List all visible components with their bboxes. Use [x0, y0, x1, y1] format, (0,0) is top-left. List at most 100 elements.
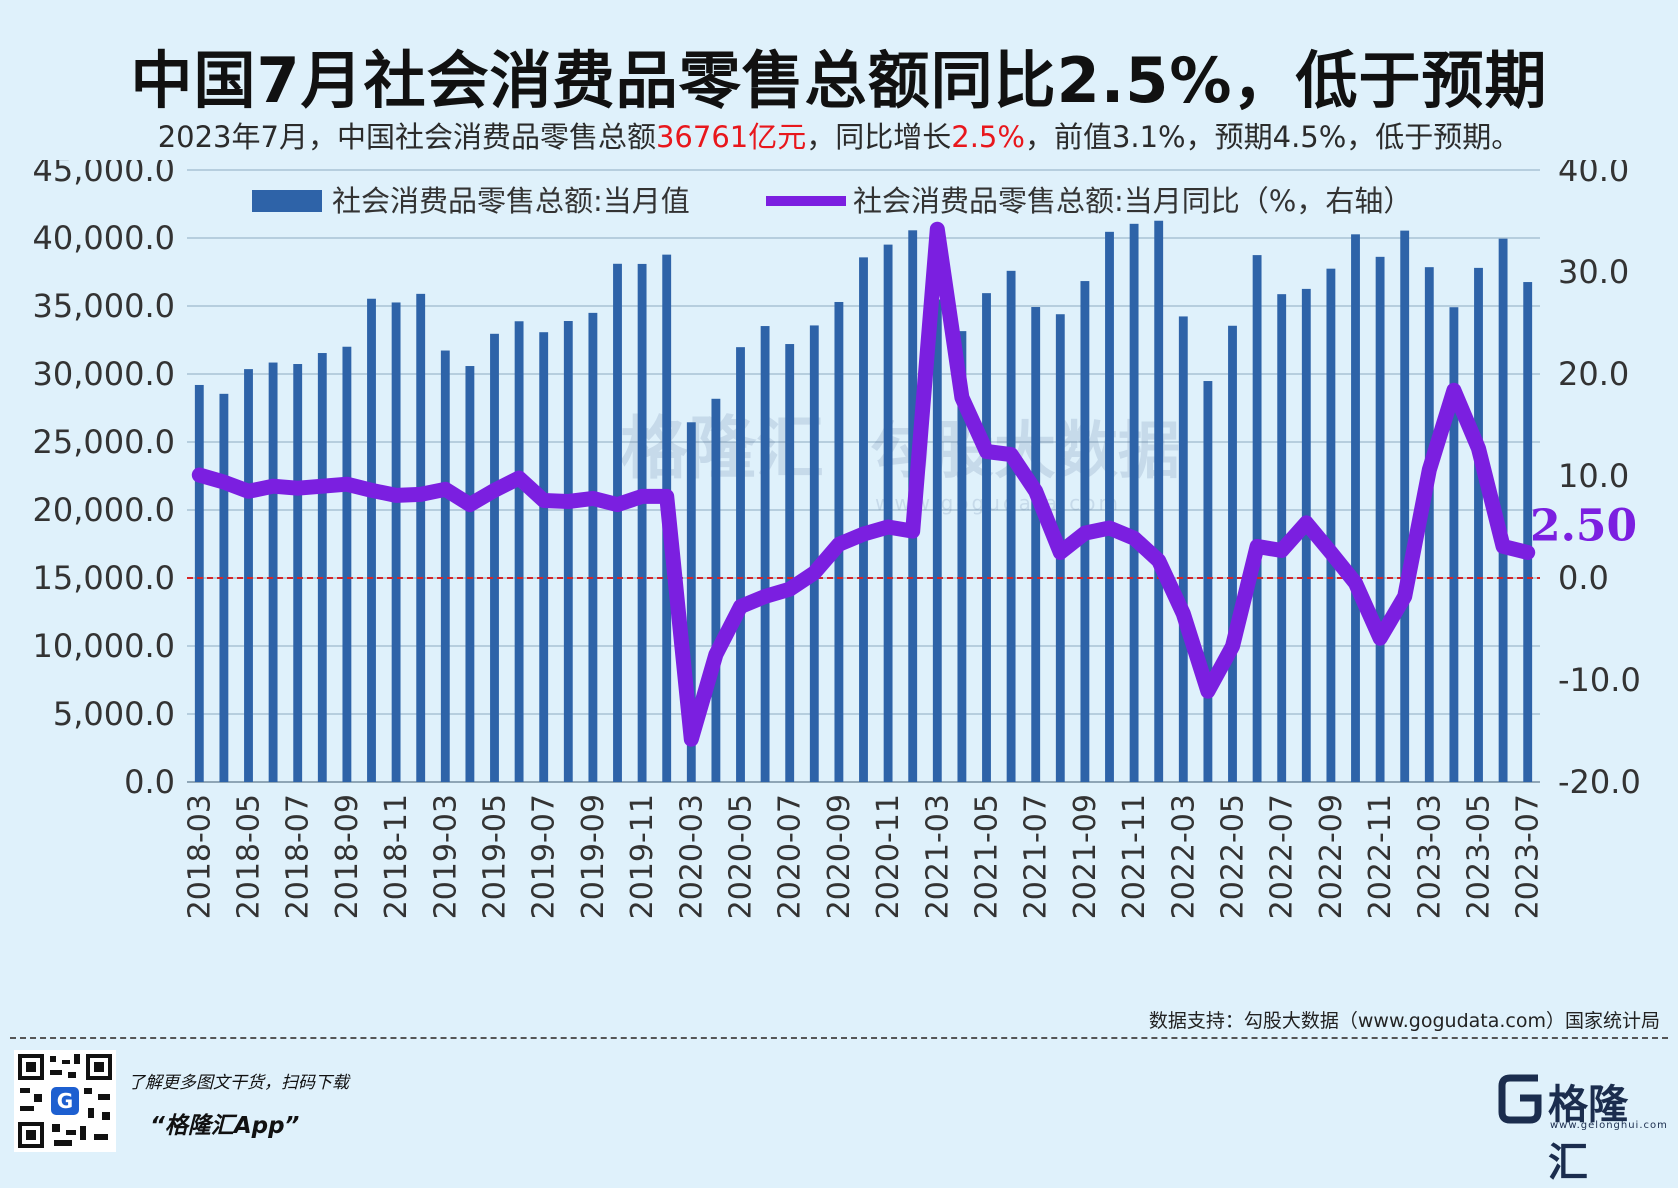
right-axis-tick-label: 30.0 [1558, 253, 1629, 291]
bar [367, 298, 376, 782]
left-axis-labels: 0.0 5,000.0 10,000.0 15,000.0 20,000.0 25,000… [33, 160, 176, 801]
bar [785, 344, 795, 782]
bar [809, 325, 819, 782]
x-tick-label: 2018-11 [379, 794, 414, 919]
subtitle-part-1: 2023年7月，中国社会消费品零售总额 [157, 120, 656, 154]
data-source: 数据支持：勾股大数据（www.gogudata.com）国家统计局 [1148, 1010, 1660, 1032]
x-tick-label: 2021-05 [970, 794, 1005, 919]
subtitle-part-2: ，同比增长 [806, 120, 952, 154]
subtitle-part-3: ，前值3.1%，预期4.5%，低于预期。 [1024, 120, 1521, 154]
x-tick-label: 2020-09 [822, 794, 857, 919]
left-axis-tick-label: 35,000.0 [33, 287, 176, 325]
x-tick-label: 2019-11 [625, 794, 660, 919]
x-tick-label: 2021-11 [1117, 794, 1152, 919]
left-axis-tick-label: 45,000.0 [33, 160, 176, 189]
bar [711, 398, 721, 782]
retail-sales-chart: 格隆汇 勾股大数据 www.gogudata.com 0.0 5,000.0 10,… [33, 160, 1641, 919]
bar [514, 321, 524, 782]
subtitle-highlight-growth: 2.5% [951, 120, 1025, 154]
x-tick-label: 2021-07 [1019, 794, 1054, 919]
bar [1129, 223, 1139, 783]
right-axis-tick-label: 40.0 [1558, 160, 1629, 189]
left-axis-tick-label: 15,000.0 [33, 559, 176, 597]
bar [1203, 381, 1213, 782]
bar [391, 302, 401, 782]
left-axis-tick-label: 0.0 [124, 763, 175, 801]
bar [244, 369, 253, 782]
bar [588, 312, 598, 782]
bar [465, 366, 475, 782]
bar [539, 332, 549, 782]
bar [1424, 267, 1434, 782]
x-tick-label: 2022-09 [1314, 794, 1349, 919]
chart-watermark: 格隆汇 勾股大数据 www.gogudata.com [620, 410, 1180, 515]
right-axis-labels: -20.0 -10.0 0.0 10.0 20.0 30.0 40.0 [1558, 160, 1641, 801]
bar [1252, 255, 1262, 783]
x-tick-label: 2019-03 [428, 794, 463, 919]
bar [1277, 294, 1287, 782]
x-tick-label: 2023-05 [1462, 794, 1497, 919]
x-tick-label: 2020-03 [674, 794, 709, 919]
bar [194, 384, 204, 782]
x-tick-label: 2022-11 [1363, 794, 1398, 919]
x-tick-label: 2022-03 [1166, 794, 1201, 919]
bar [268, 362, 278, 782]
legend-bar-swatch [252, 190, 322, 212]
left-axis-tick-label: 30,000.0 [33, 355, 176, 393]
x-tick-label: 2020-07 [773, 794, 808, 919]
bar [760, 326, 770, 782]
bar [1031, 307, 1041, 782]
bar [1326, 268, 1336, 783]
right-axis-tick-label: -10.0 [1558, 661, 1641, 699]
bar [883, 244, 893, 782]
promo-text: 了解更多图文干货，扫码下载 [128, 1073, 349, 1093]
x-tick-label: 2018-05 [232, 794, 267, 919]
footer-divider [10, 1037, 1668, 1039]
bar [490, 333, 499, 782]
bar [293, 364, 303, 782]
legend-bar-label: 社会消费品零售总额:当月值 [332, 184, 690, 218]
x-tick-label: 2023-03 [1412, 794, 1447, 919]
subtitle-highlight-amount: 36761亿元 [655, 120, 807, 154]
bar [342, 346, 352, 782]
bar [1228, 325, 1237, 782]
bar [440, 350, 450, 782]
bar [859, 257, 868, 782]
x-tick-label: 2023-07 [1511, 794, 1546, 919]
x-tick-label: 2021-09 [1068, 794, 1103, 919]
bar [1375, 256, 1385, 782]
chart-legend: 社会消费品零售总额:当月值 社会消费品零售总额:当月同比（%，右轴） [252, 184, 1412, 218]
bar [686, 422, 696, 782]
right-axis-tick-label: 20.0 [1558, 355, 1629, 393]
x-tick-label: 2022-07 [1265, 794, 1300, 919]
bar [1498, 238, 1508, 783]
bar [317, 353, 327, 782]
left-axis-tick-label: 10,000.0 [33, 627, 176, 665]
bar [1006, 270, 1016, 782]
bar [957, 331, 967, 782]
x-tick-label: 2018-07 [281, 794, 316, 919]
bar [1400, 230, 1410, 782]
legend-line-label: 社会消费品零售总额:当月同比（%，右轴） [853, 184, 1412, 218]
qr-code: G [14, 1050, 116, 1152]
bar [1351, 234, 1360, 782]
bar [1301, 288, 1311, 782]
x-tick-label: 2021-03 [920, 794, 955, 919]
left-axis-tick-label: 20,000.0 [33, 491, 176, 529]
bar [1154, 220, 1164, 783]
bar [1178, 316, 1188, 782]
bar [1474, 267, 1483, 782]
chart-subtitle: 2023年7月，中国社会消费品零售总额36761亿元，同比增长2.5%，前值3.… [0, 114, 1678, 156]
x-tick-label: 2022-05 [1216, 794, 1251, 919]
chart-title: 中国7月社会消费品零售总额同比2.5%，低于预期 [130, 44, 1548, 117]
logo-url: www.gelonghui.com [1550, 1120, 1668, 1131]
bar [1523, 282, 1533, 782]
bar [416, 293, 426, 782]
x-tick-label: 2020-11 [871, 794, 906, 919]
bar [1449, 307, 1459, 782]
last-value-label: 2.50 [1530, 501, 1637, 552]
gelonghui-logo: 格隆汇 www.gelonghui.com [1498, 1070, 1667, 1186]
x-axis-labels: 2018-03 2018-05 2018-07 2018-09 2018-11 2019-… [182, 794, 1545, 919]
x-tick-label: 2019-05 [478, 794, 513, 919]
bar [982, 293, 991, 782]
